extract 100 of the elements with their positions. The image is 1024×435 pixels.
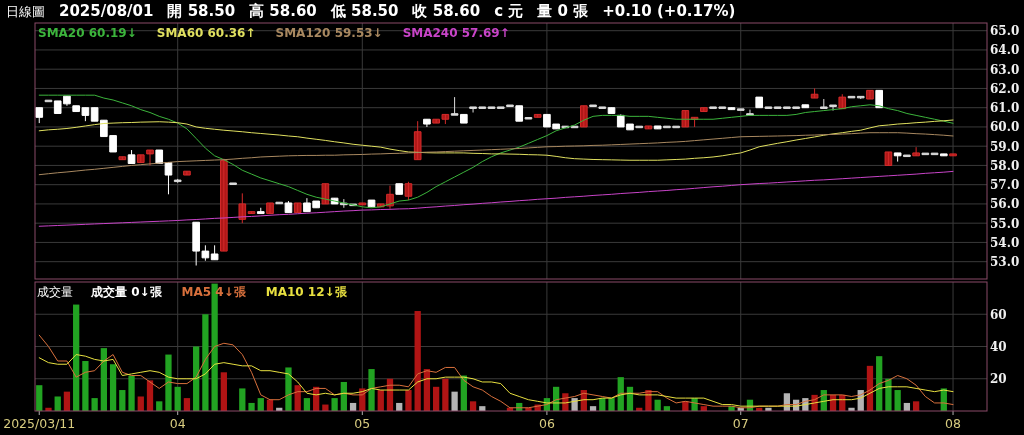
candlestick: [293, 202, 302, 214]
candlestick: [515, 105, 524, 122]
text: 低 58.50: [329, 2, 399, 20]
bar: [100, 348, 107, 411]
y-tick-label: 57.0: [990, 178, 1020, 193]
candlestick: [866, 89, 874, 100]
text: c 元: [494, 2, 524, 20]
bar: [285, 367, 292, 411]
candlestick: [939, 153, 948, 157]
candlestick: [949, 153, 957, 157]
bar: [608, 398, 615, 411]
candlestick: [727, 107, 736, 111]
candlestick: [183, 170, 191, 176]
candlestick: [238, 192, 247, 224]
candlestick: [35, 107, 44, 124]
bar: [174, 386, 181, 411]
bar: [248, 402, 255, 411]
candlestick: [118, 156, 127, 161]
y-tick-label: 40: [990, 340, 1007, 354]
bar: [885, 378, 892, 411]
text: 開 58.50: [167, 2, 236, 20]
x-tick-label: 06: [538, 416, 555, 431]
bar: [331, 398, 338, 411]
y-tick-label: 56.0: [990, 197, 1020, 212]
bar: [414, 311, 421, 411]
x-tick-label: 2025/03/11: [3, 416, 76, 431]
candlestick: [847, 95, 856, 99]
candlestick: [533, 113, 542, 118]
text: SMA60 60.36↑: [156, 26, 256, 40]
candlestick: [460, 113, 468, 124]
candlestick: [155, 149, 164, 165]
bar: [119, 390, 126, 411]
text: 高 58.60: [249, 2, 317, 20]
y-tick-label: 60.0: [990, 120, 1020, 135]
candlestick: [220, 158, 228, 252]
bar: [368, 369, 375, 411]
candlestick: [700, 107, 708, 113]
chart-title: 成交量: [37, 285, 73, 299]
candlestick: [912, 146, 920, 157]
candlestick: [266, 202, 274, 215]
candlestick: [755, 96, 764, 109]
y-tick-label: 59.0: [990, 139, 1020, 154]
y-tick-label: 61.0: [990, 101, 1020, 116]
x-tick-label: 08: [945, 416, 962, 431]
candlestick: [358, 202, 367, 206]
candlestick: [127, 149, 136, 165]
bar: [137, 396, 144, 411]
candlestick: [450, 96, 459, 116]
bar: [165, 354, 172, 411]
y-tick-label: 54.0: [990, 235, 1020, 250]
candlestick: [423, 118, 431, 128]
y-tick-label: 53.0: [990, 255, 1020, 270]
candlestick: [580, 105, 588, 128]
candlestick: [884, 151, 893, 166]
y-tick-label: 63.0: [990, 62, 1020, 77]
candlestick: [321, 183, 330, 205]
series-label: 成交量 0↓張: [90, 285, 163, 299]
line-series: [38, 119, 954, 161]
candlestick: [875, 89, 884, 109]
line-series: [38, 354, 954, 407]
text: 收 58.60: [412, 2, 481, 20]
candlestick: [838, 93, 847, 110]
candlestick: [801, 104, 810, 109]
candlestick: [229, 182, 237, 185]
candlestick: [930, 152, 939, 156]
candlestick: [164, 162, 173, 195]
candlestick: [256, 207, 265, 215]
text: MA10 12↓張: [265, 285, 348, 299]
candlestick: [736, 108, 745, 111]
text: SMA240 57.69↑: [402, 26, 510, 40]
bar: [128, 375, 135, 411]
candlestick: [247, 211, 256, 215]
candlestick: [764, 106, 773, 109]
bar: [109, 364, 117, 411]
chart-title: 日線圖: [6, 4, 45, 19]
bar: [36, 385, 43, 411]
text: +0.10 (+0.17%): [602, 2, 736, 20]
text: SMA20 60.19↓: [38, 26, 137, 40]
bar: [405, 390, 412, 411]
x-tick-label: 04: [169, 416, 186, 431]
candlestick: [746, 109, 754, 116]
candlestick: [173, 178, 182, 184]
y-tick-label: 20: [990, 372, 1007, 387]
candlestick: [681, 110, 690, 128]
bar: [73, 304, 80, 411]
bar: [451, 391, 458, 411]
bar: [894, 390, 901, 411]
line-series: [38, 132, 954, 176]
y-tick-label: 60: [990, 307, 1007, 322]
candlestick: [893, 152, 902, 163]
line-series: [38, 94, 954, 209]
candlestick: [367, 199, 376, 208]
candlestick: [607, 107, 616, 114]
candlestick: [395, 183, 404, 195]
bar: [202, 314, 209, 411]
bar: [82, 361, 89, 411]
y-tick-label: 64.0: [990, 43, 1020, 58]
candlestick: [644, 125, 653, 130]
bar: [54, 396, 61, 411]
y-tick-label: 65.0: [990, 24, 1020, 39]
